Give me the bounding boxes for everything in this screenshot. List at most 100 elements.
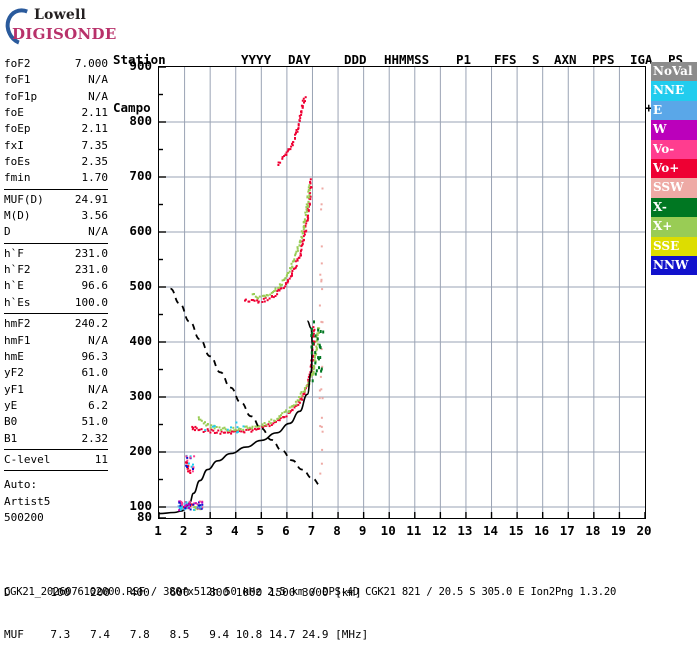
param-value: 51.0	[81, 415, 109, 429]
header-col-label-10: IGA	[630, 52, 653, 67]
autoscaler-line: Auto:	[4, 478, 38, 492]
legend-item-x-[interactable]: X-	[651, 197, 697, 218]
param-divider	[4, 448, 108, 450]
x-tick-18: 18	[585, 523, 601, 538]
x-tick-19: 19	[610, 523, 626, 538]
param-name: h`F	[4, 246, 24, 260]
param-row: foEp 2.11	[4, 121, 108, 137]
param-row: foF1p N/A	[4, 89, 108, 105]
header-col-label-8: AXN	[554, 52, 577, 67]
x-tick-11: 11	[406, 523, 422, 538]
param-row: foF1 N/A	[4, 72, 108, 88]
param-name: hmF1	[4, 333, 31, 347]
x-tick-14: 14	[482, 523, 499, 538]
param-divider	[4, 242, 108, 244]
param-value: 2.11	[81, 122, 109, 136]
legend-item-w[interactable]: W	[651, 120, 697, 140]
param-value: 96.6	[81, 279, 109, 293]
header-col-label-5: P1	[456, 52, 472, 67]
legend-item-noval[interactable]: NoVal	[651, 62, 697, 82]
param-value: 96.3	[81, 349, 109, 363]
y-tick-400: 400	[129, 333, 152, 348]
param-value: N/A	[88, 333, 108, 347]
param-name: foF2	[4, 57, 31, 70]
x-tick-16: 16	[534, 523, 550, 538]
param-value: 6.2	[88, 398, 108, 412]
param-name: B0	[4, 415, 18, 429]
station-header-labels: Station YYYY DAY DDD HHMMSS P1 FFS S AXN PPS IGA PS	[113, 52, 694, 68]
source-file-caption: CGK21_2026076102000.RSF / 380fx512h 50 k…	[4, 586, 617, 598]
param-row: yF2 61.0	[4, 365, 108, 381]
param-value: 2.35	[81, 155, 109, 169]
param-row: fmin 1.70	[4, 170, 108, 186]
param-row: h`F 231.0	[4, 246, 108, 262]
param-row: foE 2.11	[4, 105, 108, 121]
param-value: N/A	[88, 382, 108, 396]
param-value: 7.000	[74, 57, 108, 70]
polarization-direction-legend[interactable]: NoVal NNE E W Vo- Vo+ SSW X- X+ SSE NNW	[651, 62, 697, 276]
x-tick-17: 17	[559, 523, 575, 538]
x-tick-3: 3	[205, 523, 213, 538]
param-name: h`F2	[4, 263, 31, 277]
x-tick-5: 5	[256, 523, 265, 538]
param-row: yF1 N/A	[4, 382, 108, 398]
header-col-label-2: DAY	[288, 52, 311, 67]
legend-item-e[interactable]: E	[651, 100, 697, 121]
param-value: 61.0	[81, 366, 109, 380]
legend-item-nne[interactable]: NNE	[651, 81, 697, 101]
muf-table-muf-row: MUF 7.3 7.4 7.8 8.5 9.4 10.8 14.7 24.9 […	[4, 628, 369, 641]
legend-item-vo-[interactable]: Vo-	[651, 139, 697, 159]
param-value: N/A	[88, 89, 108, 103]
legend-item-sse[interactable]: SSE	[651, 236, 697, 256]
muf-distance-table: D 100 200 400 600 800 1000 1500 3000 [km…	[4, 558, 368, 656]
y-tick-300: 300	[129, 388, 152, 403]
param-divider	[4, 313, 108, 315]
param-row: hmF1 N/A	[4, 333, 108, 349]
y-tick-500: 500	[129, 278, 152, 293]
header-col-label-4: HHMMSS	[384, 52, 430, 67]
param-name: D	[4, 225, 11, 239]
param-name: yF2	[4, 366, 24, 380]
param-row: fxI 7.35	[4, 138, 108, 154]
header-col-label-9: PPS	[592, 52, 615, 67]
x-tick-2: 2	[179, 523, 188, 538]
ionospheric-parameters-panel: foF2 7.000 foF1 N/A foF1p N/A foE 2.11 foEp 2.11 f…	[4, 56, 108, 526]
y-tick-900: 900	[129, 58, 152, 73]
param-name: foE	[4, 106, 24, 120]
param-value: 7.35	[81, 138, 109, 152]
param-value: 100.0	[74, 295, 108, 309]
y-tick-600: 600	[129, 223, 152, 238]
param-row: hmE 96.3	[4, 349, 108, 365]
param-name: MUF(D)	[4, 192, 44, 206]
ionogram-plot-area[interactable]	[158, 66, 646, 519]
param-row: h`F2 231.0	[4, 262, 108, 278]
header-col-label-3: DDD	[344, 52, 367, 67]
param-name: fmin	[4, 171, 31, 185]
lowell-digisonde-logo: Lowell DIGISONDE	[0, 2, 116, 52]
header-col-label-1: YYYY	[241, 52, 272, 67]
x-tick-8: 8	[333, 523, 341, 538]
plot-data-layer	[159, 96, 325, 515]
header-col-label-6: FFS	[494, 52, 517, 67]
param-value: 24.91	[74, 192, 108, 206]
x-tick-15: 15	[508, 523, 524, 538]
param-row: h`Es 100.0	[4, 295, 108, 311]
param-value: 3.56	[81, 209, 109, 223]
plot-grid	[159, 67, 645, 518]
y-tick-800: 800	[129, 113, 152, 128]
legend-item-nnw[interactable]: NNW	[651, 255, 697, 276]
legend-item-x-[interactable]: X+	[651, 217, 697, 237]
param-name: foEp	[4, 122, 31, 136]
y-tick-100: 100	[129, 498, 152, 513]
logo-line-digisonde: DIGISONDE	[12, 25, 117, 43]
param-value: 2.11	[81, 106, 109, 120]
param-value: 11	[94, 452, 108, 466]
x-tick-6: 6	[282, 523, 290, 538]
param-name: h`E	[4, 279, 24, 293]
header-col-label-0: Station	[113, 52, 166, 67]
param-row: hmF2 240.2	[4, 316, 108, 332]
param-name: B1	[4, 431, 18, 445]
legend-item-ssw[interactable]: SSW	[651, 178, 697, 198]
y-tick-200: 200	[129, 443, 152, 458]
legend-item-vo-[interactable]: Vo+	[651, 158, 697, 179]
